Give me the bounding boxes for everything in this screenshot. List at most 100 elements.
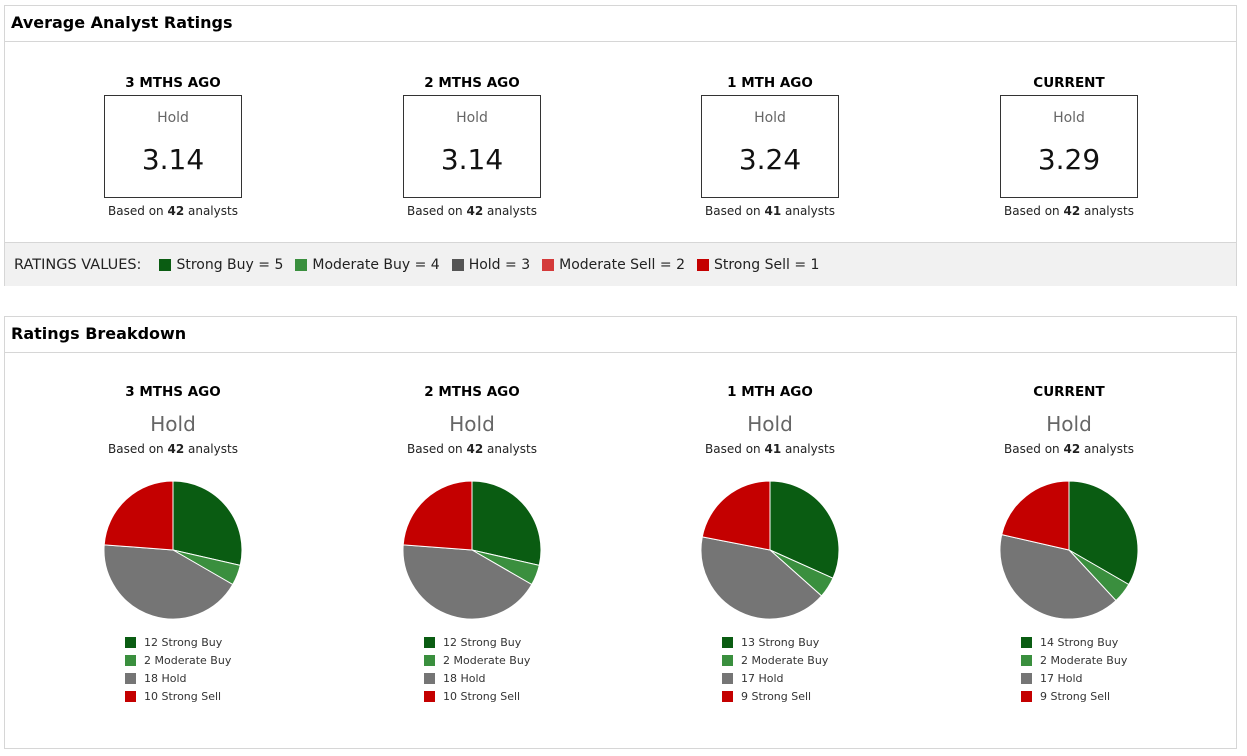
ratings-breakdown-title: Ratings Breakdown <box>5 317 1236 353</box>
pie-slice-hold <box>103 544 234 620</box>
avg-period-3m: 3 MTHS AGO Hold 3.14 Based on 42 analyst… <box>53 75 293 218</box>
legend-swatch <box>696 258 709 271</box>
legend-swatch <box>1021 654 1032 666</box>
based-on-text: Based on 42 analysts <box>108 442 238 456</box>
pie-legend: 13 Strong Buy 2 Moderate Buy 17 Hold 9 S… <box>722 633 828 705</box>
based-on-text: Based on 42 analysts <box>108 204 238 218</box>
legend-item-strong-buy: 12 Strong Buy <box>424 633 530 651</box>
avg-period-2m: 2 MTHS AGO Hold 3.14 Based on 42 analyst… <box>352 75 592 218</box>
legend-item-hold: 17 Hold <box>1021 669 1127 687</box>
legend-swatch <box>1021 636 1032 648</box>
pie-slice-hold <box>402 544 533 620</box>
legend-swatch <box>1021 690 1032 702</box>
legend-item-strong-buy: 13 Strong Buy <box>722 633 828 651</box>
value-item-hold: Hold = 3 <box>451 257 530 273</box>
legend-swatch <box>722 690 733 702</box>
pie-chart <box>700 480 840 620</box>
pie-slice-strong-buy <box>1068 480 1139 586</box>
avg-period-1m: 1 MTH AGO Hold 3.24 Based on 41 analysts <box>650 75 890 218</box>
pie-slice-strong-sell <box>701 480 771 551</box>
ratings-values-title: RATINGS VALUES: <box>14 256 142 273</box>
based-on-text: Based on 41 analysts <box>705 442 835 456</box>
pie-slice-hold <box>700 536 823 620</box>
ratings-values-bar: RATINGS VALUES: Strong Buy = 5 Moderate … <box>5 242 1236 286</box>
pie-slice-strong-buy <box>471 480 542 566</box>
period-label: 1 MTH AGO <box>727 384 813 400</box>
legend-swatch <box>542 258 555 271</box>
average-ratings-title: Average Analyst Ratings <box>5 6 1236 42</box>
period-label: 3 MTHS AGO <box>125 384 221 400</box>
rating-label: Hold <box>157 110 189 126</box>
rating-label: Hold <box>456 110 488 126</box>
legend-item-moderate-buy: 2 Moderate Buy <box>722 651 828 669</box>
legend-item-strong-sell: 9 Strong Sell <box>722 687 828 705</box>
average-ratings-panel: Average Analyst Ratings 3 MTHS AGO Hold … <box>4 5 1237 286</box>
legend-swatch <box>125 672 136 684</box>
legend-item-moderate-buy: 2 Moderate Buy <box>1021 651 1127 669</box>
period-label: 3 MTHS AGO <box>125 75 221 91</box>
pie-legend: 14 Strong Buy 2 Moderate Buy 17 Hold 9 S… <box>1021 633 1127 705</box>
rating-box: Hold 3.14 <box>104 95 242 198</box>
rating-value: 3.24 <box>738 143 802 176</box>
rating-label: Hold <box>150 412 196 436</box>
legend-item-strong-sell: 10 Strong Sell <box>125 687 231 705</box>
legend-swatch <box>295 258 308 271</box>
rating-box: Hold 3.14 <box>403 95 541 198</box>
legend-swatch <box>722 654 733 666</box>
pie-slice-strong-buy <box>769 480 840 579</box>
based-on-text: Based on 42 analysts <box>407 204 537 218</box>
legend-item-strong-buy: 12 Strong Buy <box>125 633 231 651</box>
pie-slice-hold <box>999 534 1117 620</box>
rating-value: 3.29 <box>1037 143 1101 176</box>
legend-swatch <box>159 258 172 271</box>
legend-swatch <box>424 654 435 666</box>
legend-swatch <box>722 672 733 684</box>
legend-swatch <box>424 636 435 648</box>
pie-chart <box>103 480 243 620</box>
ratings-breakdown-panel: Ratings Breakdown 3 MTHS AGO Hold Based … <box>4 316 1237 749</box>
legend-item-hold: 17 Hold <box>722 669 828 687</box>
rating-value: 3.14 <box>141 143 205 176</box>
period-label: CURRENT <box>1033 384 1105 400</box>
pie-slice-strong-sell <box>103 480 174 551</box>
legend-item-hold: 18 Hold <box>424 669 530 687</box>
value-item-moderate-buy: Moderate Buy = 4 <box>295 257 440 273</box>
pie-legend: 12 Strong Buy 2 Moderate Buy 18 Hold 10 … <box>424 633 530 705</box>
based-on-text: Based on 42 analysts <box>1004 442 1134 456</box>
rating-label: Hold <box>449 412 495 436</box>
legend-swatch <box>125 690 136 702</box>
rating-label: Hold <box>747 412 793 436</box>
legend-item-strong-sell: 9 Strong Sell <box>1021 687 1127 705</box>
legend-swatch <box>451 258 464 271</box>
breakdown-period-1m: 1 MTH AGO Hold Based on 41 analysts 13 S… <box>650 384 890 703</box>
period-label: 2 MTHS AGO <box>424 384 520 400</box>
legend-swatch <box>125 654 136 666</box>
pie-slice-strong-buy <box>172 480 243 566</box>
rating-label: Hold <box>1053 110 1085 126</box>
legend-swatch <box>125 636 136 648</box>
based-on-text: Based on 41 analysts <box>705 204 835 218</box>
pie-slice-strong-sell <box>402 480 473 551</box>
based-on-text: Based on 42 analysts <box>1004 204 1134 218</box>
breakdown-period-3m: 3 MTHS AGO Hold Based on 42 analysts 12 … <box>53 384 293 703</box>
breakdown-period-2m: 2 MTHS AGO Hold Based on 42 analysts 12 … <box>352 384 592 703</box>
rating-label: Hold <box>1046 412 1092 436</box>
legend-item-moderate-buy: 2 Moderate Buy <box>125 651 231 669</box>
rating-box: Hold 3.24 <box>701 95 839 198</box>
pie-slice-strong-sell <box>1001 480 1070 551</box>
value-item-strong-sell: Strong Sell = 1 <box>696 257 819 273</box>
rating-value: 3.14 <box>440 143 504 176</box>
legend-item-strong-sell: 10 Strong Sell <box>424 687 530 705</box>
value-item-moderate-sell: Moderate Sell = 2 <box>542 257 685 273</box>
period-label: CURRENT <box>1033 75 1105 91</box>
legend-swatch <box>424 672 435 684</box>
legend-item-moderate-buy: 2 Moderate Buy <box>424 651 530 669</box>
legend-item-strong-buy: 14 Strong Buy <box>1021 633 1127 651</box>
legend-swatch <box>722 636 733 648</box>
legend-swatch <box>1021 672 1032 684</box>
rating-label: Hold <box>754 110 786 126</box>
legend-item-hold: 18 Hold <box>125 669 231 687</box>
legend-swatch <box>424 690 435 702</box>
period-label: 2 MTHS AGO <box>424 75 520 91</box>
pie-legend: 12 Strong Buy 2 Moderate Buy 18 Hold 10 … <box>125 633 231 705</box>
